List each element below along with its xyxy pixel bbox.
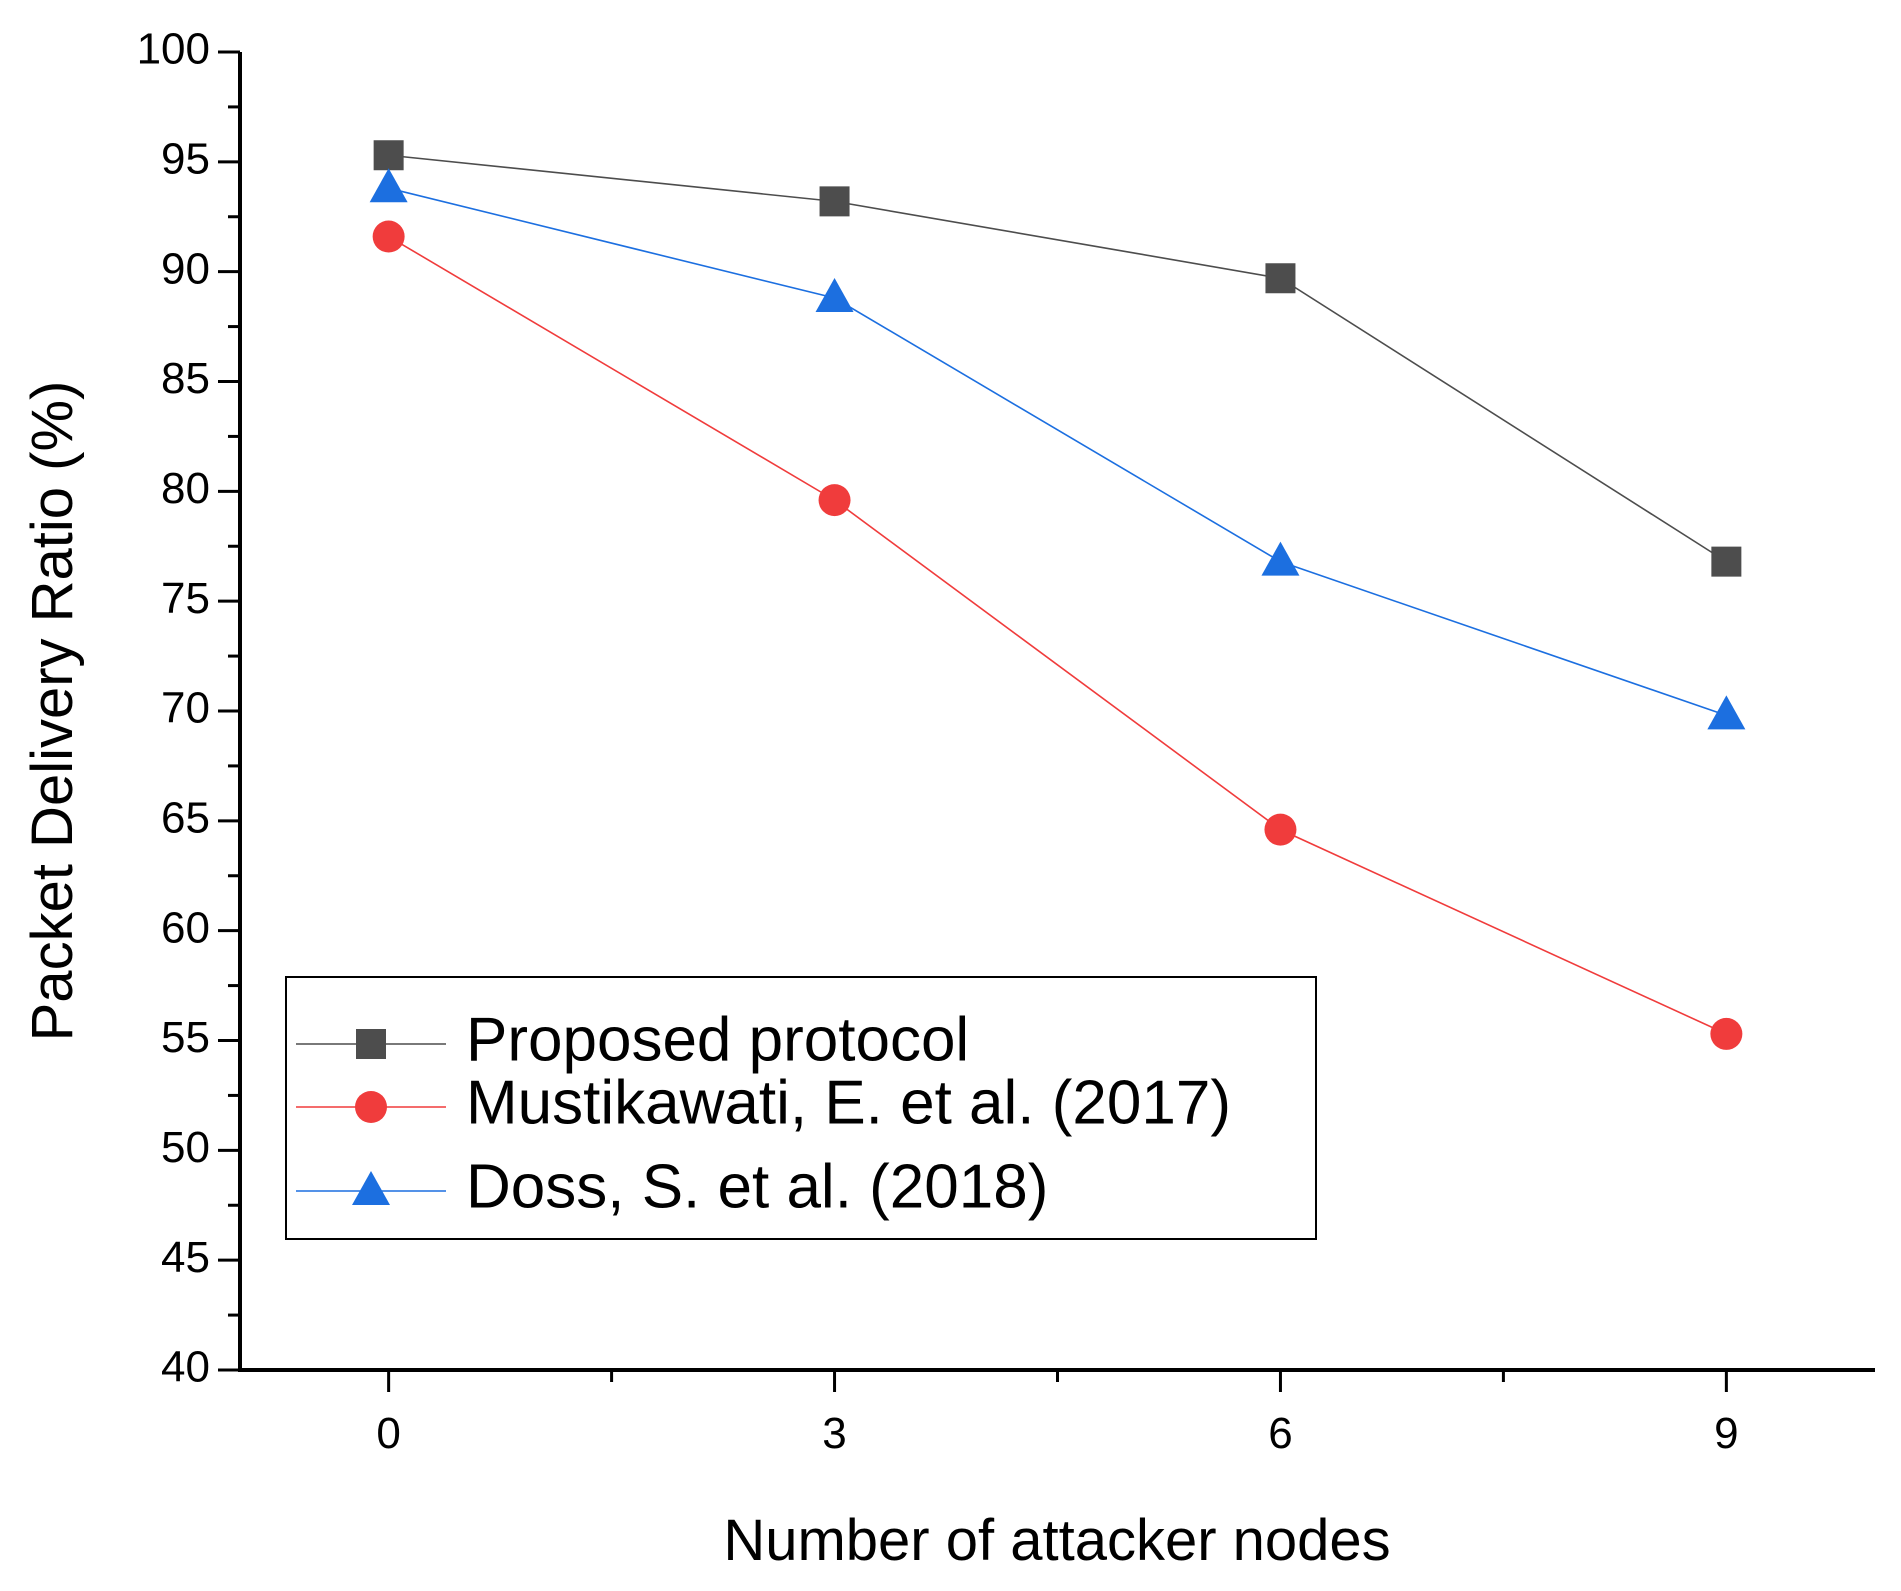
x-tick-label: 9 (1714, 1409, 1738, 1458)
data-point (1261, 541, 1300, 576)
series-line (388, 154, 1727, 563)
series-1 (372, 220, 1743, 1050)
data-point (819, 186, 850, 217)
data-point (1265, 263, 1296, 294)
legend-marker (356, 1029, 386, 1059)
series-2 (369, 168, 1746, 730)
data-point (818, 484, 851, 517)
y-tick-label: 65 (161, 793, 210, 842)
series-line (388, 235, 1727, 1035)
y-tick-label: 40 (161, 1343, 210, 1392)
y-tick-label: 95 (161, 134, 210, 183)
legend: Proposed protocol Mustikawati, E. et al.… (285, 976, 1317, 1240)
legend-marker (355, 1091, 387, 1123)
data-point (1711, 546, 1742, 577)
y-tick-label: 60 (161, 903, 210, 952)
legend-items (296, 1029, 446, 1205)
data-point (369, 168, 408, 203)
x-tick-label: 0 (376, 1409, 400, 1458)
series-line (388, 187, 1727, 717)
y-axis-title: Packet Delivery Ratio (%) (20, 381, 85, 1042)
legend-label-proposed: Proposed protocol (466, 1005, 969, 1074)
data-point (373, 140, 404, 171)
y-tick-label: 50 (161, 1123, 210, 1172)
y-tick-label: 75 (161, 574, 210, 623)
series-layer (369, 140, 1746, 1050)
data-point (815, 278, 854, 313)
y-tick-label: 85 (161, 354, 210, 403)
x-tick-label: 3 (822, 1409, 846, 1458)
y-tick-label: 45 (161, 1233, 210, 1282)
data-point (1707, 695, 1746, 730)
y-tick-label: 100 (137, 25, 210, 74)
legend-label-doss: Doss, S. et al. (2018) (466, 1152, 1048, 1221)
data-point (1710, 1017, 1743, 1050)
y-tick-label: 55 (161, 1013, 210, 1062)
legend-box (285, 976, 1317, 1240)
y-ticks: 40 45 50 55 60 65 70 75 80 85 90 95 100 (137, 25, 240, 1392)
series-0 (373, 140, 1742, 577)
plot-area: 40 45 50 55 60 65 70 75 80 85 90 95 100 0 3 6 9 (137, 25, 1875, 1458)
y-tick-label: 90 (161, 244, 210, 293)
x-tick-label: 6 (1268, 1409, 1292, 1458)
x-ticks: 0 3 6 9 (376, 1370, 1739, 1458)
y-tick-label: 70 (161, 684, 210, 733)
data-point (372, 220, 405, 253)
x-axis-title: Number of attacker nodes (723, 1508, 1390, 1573)
y-tick-label: 80 (161, 464, 210, 513)
legend-marker (352, 1171, 390, 1205)
data-point (1264, 813, 1297, 846)
legend-label-mustikawati: Mustikawati, E. et al. (2017) (466, 1068, 1231, 1137)
